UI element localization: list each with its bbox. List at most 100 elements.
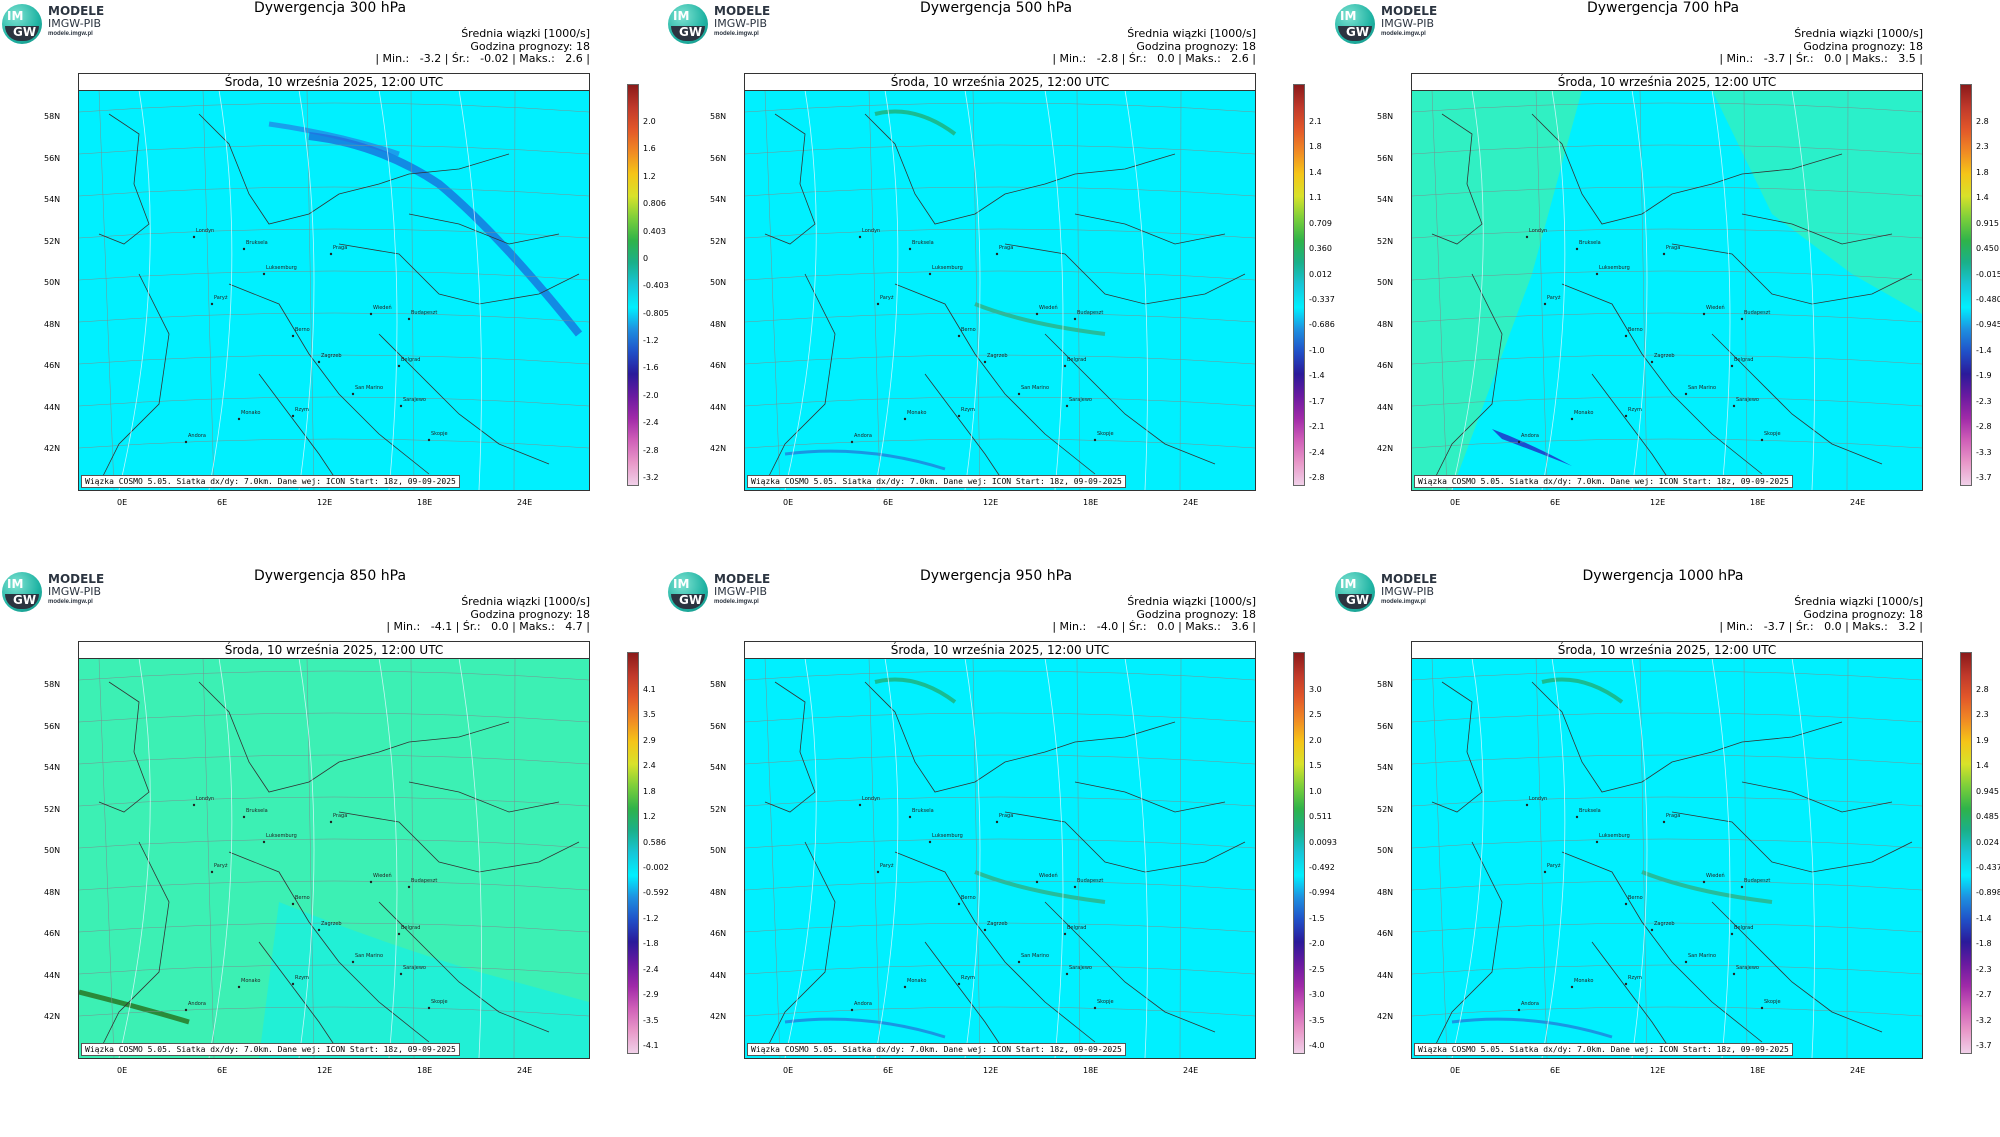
city-label: Wiedeń bbox=[373, 873, 392, 879]
colorbar-tick-label: -0.015 bbox=[1976, 269, 2000, 279]
longitude-line bbox=[1743, 89, 1748, 490]
colorbar-tick-label: -0.002 bbox=[643, 863, 669, 872]
city-label: Luksemburg bbox=[1599, 265, 1630, 271]
longitude-label: 6E bbox=[217, 498, 228, 507]
city-label: Sarajewo bbox=[1069, 965, 1092, 971]
city-label: Londyn bbox=[1529, 228, 1548, 234]
city-label: San Marino bbox=[1021, 385, 1050, 391]
country-border bbox=[1004, 243, 1246, 305]
geopotential-isoline bbox=[1541, 657, 1566, 1058]
colorbar bbox=[627, 84, 639, 486]
city-marker bbox=[1730, 364, 1734, 368]
country-border bbox=[764, 273, 836, 485]
latitude-line bbox=[745, 880, 1255, 891]
city-marker bbox=[1624, 334, 1628, 338]
geopotential-isoline bbox=[298, 657, 315, 1058]
latitude-label: 44N bbox=[44, 402, 61, 412]
colorbar-tick-label: 0.709 bbox=[1309, 218, 1332, 228]
map-area[interactable]: Środa, 10 września 2025, 12:00 UTC Londyn… bbox=[78, 641, 590, 1059]
city-marker bbox=[928, 840, 932, 844]
logo-text: MODELE IMGW-PIB modele.imgw.pl bbox=[48, 573, 104, 605]
colorbar-tick-label: -2.3 bbox=[1976, 396, 1992, 406]
colorbar-tick-label: -3.2 bbox=[643, 473, 659, 482]
city-marker bbox=[1035, 312, 1039, 316]
map-area[interactable]: Środa, 10 września 2025, 12:00 UTC Londyn… bbox=[744, 641, 1256, 1059]
city-marker bbox=[850, 440, 854, 444]
map-area[interactable]: Środa, 10 września 2025, 12:00 UTC Londyn… bbox=[744, 73, 1256, 491]
imgw-logo-icon: IM GW bbox=[1335, 572, 1375, 612]
latitude-line bbox=[745, 144, 1255, 155]
city-marker bbox=[242, 815, 246, 819]
longitude-line bbox=[1431, 89, 1448, 490]
city-marker bbox=[1732, 404, 1736, 408]
geopotential-isoline bbox=[1044, 657, 1064, 1058]
city-marker bbox=[1575, 815, 1579, 819]
city-marker bbox=[983, 928, 987, 932]
city-marker bbox=[957, 902, 961, 906]
map-panel: IM GW MODELE IMGW-PIB modele.imgw.pl Dywergen… bbox=[1333, 0, 2000, 568]
country-border bbox=[258, 373, 340, 485]
map-panel: IM GW MODELE IMGW-PIB modele.imgw.pl Dywergen… bbox=[666, 0, 1335, 568]
longitude-line bbox=[1431, 657, 1448, 1058]
city-marker bbox=[858, 235, 862, 239]
longitude-label: 18E bbox=[417, 1066, 433, 1075]
longitude-line bbox=[1846, 657, 1849, 1058]
colorbar-tick-label: -0.994 bbox=[1309, 888, 1335, 898]
colorbar-tick-label: -1.7 bbox=[1309, 396, 1325, 406]
map-panel: IM GW MODELE IMGW-PIB modele.imgw.pl Dywergen… bbox=[1333, 568, 2000, 1136]
city-label: Rzym bbox=[1628, 407, 1642, 413]
brand-logo: IM GW MODELE IMGW-PIB modele.imgw.pl bbox=[2, 570, 122, 614]
logo-band bbox=[5, 26, 39, 41]
longitude-label: 18E bbox=[1750, 498, 1766, 507]
brand-logo: IM GW MODELE IMGW-PIB modele.imgw.pl bbox=[1335, 2, 1455, 46]
divergence-streak bbox=[1541, 677, 1624, 704]
city-marker bbox=[957, 982, 961, 986]
map-area[interactable]: Środa, 10 września 2025, 12:00 UTC Londyn… bbox=[1411, 641, 1923, 1059]
divergence-streak bbox=[974, 870, 1106, 904]
colorbar-tick-label: 1.2 bbox=[643, 812, 656, 822]
map-area[interactable]: Środa, 10 września 2025, 12:00 UTC Londyn… bbox=[78, 73, 590, 491]
city-marker bbox=[1732, 972, 1736, 976]
longitude-line bbox=[410, 89, 415, 490]
city-label: Rzym bbox=[961, 975, 975, 981]
imgw-logo-icon: IM GW bbox=[2, 4, 42, 44]
latitude-label: 58N bbox=[44, 680, 61, 689]
colorbar-tick-label: 1.8 bbox=[1309, 142, 1322, 152]
latitude-line bbox=[79, 670, 589, 681]
longitude-label: 24E bbox=[1850, 1066, 1866, 1075]
city-label: Praga bbox=[333, 245, 348, 251]
colorbar-tick-label: -0.337 bbox=[1309, 295, 1335, 304]
map-area[interactable]: Środa, 10 września 2025, 12:00 UTC Londyn… bbox=[1411, 73, 1923, 491]
imgw-logo-icon: IM GW bbox=[668, 4, 708, 44]
latitude-line bbox=[79, 396, 589, 407]
colorbar-tick-label: -1.2 bbox=[643, 913, 659, 923]
latitude-line bbox=[1412, 922, 1922, 933]
city-label: Belgrad bbox=[401, 357, 421, 363]
logo-line2: IMGW-PIB bbox=[48, 585, 102, 598]
city-marker bbox=[858, 803, 862, 807]
country-border bbox=[1711, 333, 1883, 465]
city-marker bbox=[317, 360, 321, 364]
colorbar-tick-label: 2.1 bbox=[1309, 117, 1322, 126]
country-border bbox=[1741, 213, 1893, 245]
latitude-label: 50N bbox=[1377, 278, 1394, 287]
geopotential-isoline bbox=[784, 657, 817, 1058]
colorbar-tick-label: -1.8 bbox=[1976, 939, 1992, 949]
latitude-line bbox=[1412, 102, 1922, 113]
geopotential-isoline bbox=[784, 89, 817, 490]
colorbar-tick-label: 1.9 bbox=[1976, 735, 1989, 745]
model-footnote: Wiązka COSMO 5.05. Siatka dx/dy: 7.0km. … bbox=[747, 1043, 1126, 1056]
longitude-line bbox=[98, 89, 115, 490]
city-marker bbox=[210, 302, 214, 306]
colorbar-tick-label: -4.0 bbox=[1309, 1041, 1325, 1050]
latitude-label: 52N bbox=[44, 236, 61, 246]
colorbar-tick-label: 1.2 bbox=[643, 171, 656, 181]
valid-date: Środa, 10 września 2025, 12:00 UTC bbox=[745, 642, 1255, 659]
logo-line2: IMGW-PIB bbox=[714, 17, 768, 30]
city-marker bbox=[407, 885, 411, 889]
city-label: Luksemburg bbox=[932, 833, 963, 839]
forecast-hour: Godzina prognozy: 18 bbox=[470, 607, 590, 621]
latitude-line bbox=[79, 880, 589, 891]
ensemble-info: Średnia wiązki [1000/s] Godzina prognozy:… bbox=[386, 595, 590, 634]
longitude-line bbox=[202, 89, 215, 490]
